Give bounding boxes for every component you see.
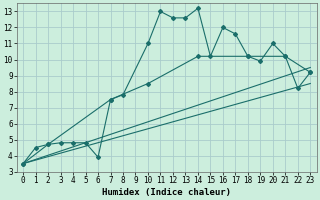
X-axis label: Humidex (Indice chaleur): Humidex (Indice chaleur): [102, 188, 231, 197]
